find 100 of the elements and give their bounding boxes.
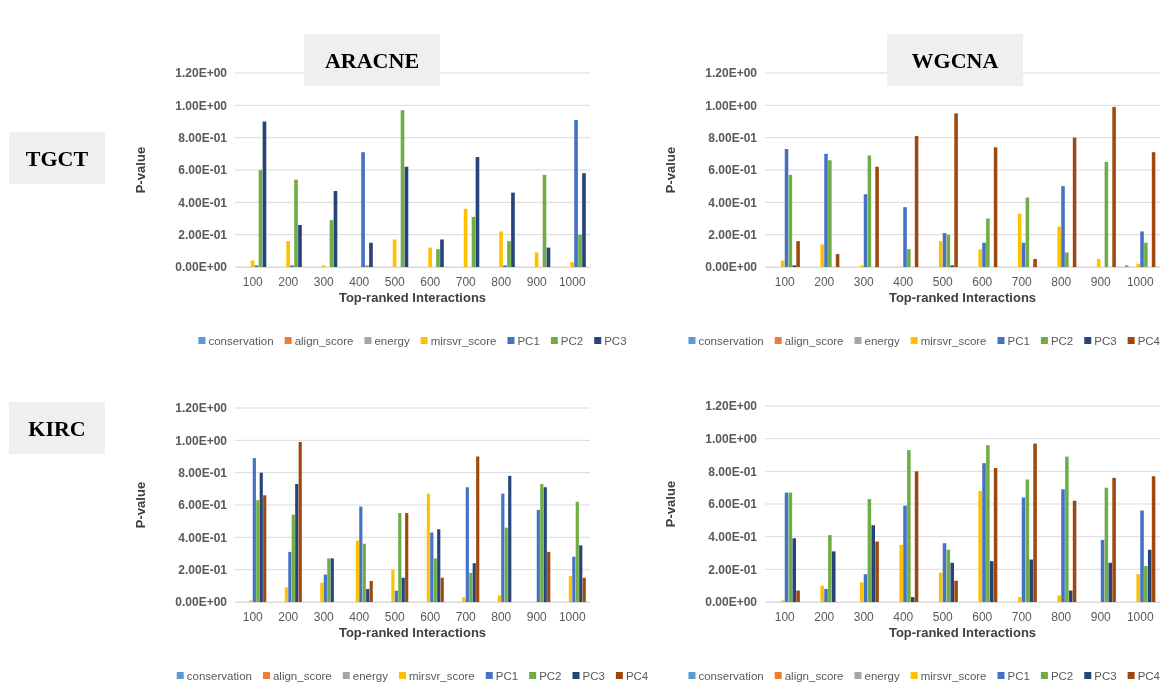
- legend-label: conservation: [208, 335, 274, 347]
- bar: [428, 247, 432, 267]
- y-tick-label: 6.00E-01: [178, 163, 228, 178]
- bar: [907, 249, 911, 267]
- legend-label: PC1: [1007, 335, 1030, 347]
- x-tick-label: 100: [242, 274, 264, 289]
- x-tick-label: 200: [814, 609, 835, 624]
- bar: [986, 218, 990, 267]
- x-axis-title: Top-ranked Interactions: [338, 290, 487, 305]
- bar: [796, 590, 800, 602]
- legend-label: energy: [352, 670, 389, 682]
- x-tick-label: 400: [893, 609, 914, 624]
- x-tick-label: 600: [420, 274, 441, 289]
- y-axis-title: P-value: [133, 146, 148, 194]
- y-tick-label: 0.00E+00: [705, 260, 758, 275]
- bar: [401, 577, 405, 602]
- bar: [820, 585, 824, 602]
- bar: [540, 483, 544, 602]
- bar: [578, 234, 582, 267]
- y-tick-label: 1.20E+00: [705, 399, 758, 414]
- x-axis-title: Top-ranked Interactions: [888, 625, 1037, 640]
- legend-label: mirsvr_score: [408, 670, 475, 682]
- y-axis-title: P-value: [133, 481, 148, 529]
- bar: [796, 241, 800, 267]
- bar: [1065, 456, 1069, 602]
- legend-label: PC2: [539, 670, 562, 682]
- bar: [323, 574, 327, 602]
- x-tick-label: 700: [1011, 274, 1033, 289]
- bar: [394, 590, 398, 602]
- bar: [1061, 186, 1065, 267]
- legend-label: PC1: [495, 670, 519, 682]
- x-tick-label: 500: [932, 274, 954, 289]
- x-tick-label: 200: [278, 274, 299, 289]
- legend-label: conservation: [186, 670, 252, 682]
- x-tick-label: 100: [242, 609, 264, 624]
- bar: [426, 493, 430, 602]
- x-tick-label: 600: [972, 609, 993, 624]
- bar: [369, 580, 373, 602]
- y-axis-title: P-value: [663, 480, 678, 528]
- x-tick-label: 500: [932, 609, 954, 624]
- bar: [572, 556, 576, 602]
- bar: [499, 231, 503, 267]
- bar: [954, 580, 958, 602]
- bar: [828, 160, 832, 267]
- bar: [398, 513, 402, 602]
- x-tick-label: 1000: [1126, 274, 1154, 289]
- bar: [359, 506, 363, 602]
- bar: [579, 545, 583, 602]
- bar: [256, 500, 260, 602]
- x-tick-label: 500: [384, 609, 406, 624]
- x-tick-label: 200: [814, 274, 835, 289]
- y-tick-label: 0.00E+00: [175, 260, 228, 275]
- bar: [1057, 226, 1061, 267]
- bar: [298, 441, 302, 602]
- x-tick-label: 900: [526, 609, 548, 624]
- bar: [871, 525, 875, 602]
- x-tick-label: 800: [491, 274, 512, 289]
- legend-label: PC4: [1137, 335, 1161, 347]
- x-tick-label: 800: [1051, 274, 1072, 289]
- bar: [536, 509, 540, 602]
- x-tick-label: 400: [893, 274, 914, 289]
- bar: [910, 597, 915, 602]
- x-tick-label: 700: [1011, 609, 1033, 624]
- y-tick-label: 2.00E-01: [178, 563, 228, 578]
- y-tick-label: 1.00E+00: [175, 433, 228, 448]
- bar: [1033, 258, 1037, 267]
- x-tick-label: 600: [420, 609, 441, 624]
- y-tick-label: 6.00E-01: [178, 498, 228, 513]
- bar: [405, 513, 409, 602]
- y-tick-label: 0.00E+00: [175, 595, 228, 610]
- bar: [508, 475, 512, 602]
- bar: [575, 501, 579, 602]
- bar: [436, 249, 440, 267]
- bar: [831, 551, 836, 602]
- bar: [472, 563, 476, 602]
- legend-label: PC2: [560, 335, 584, 347]
- legend-label: mirsvr_score: [920, 335, 987, 347]
- bar: [1061, 489, 1065, 602]
- y-tick-label: 6.00E-01: [708, 497, 758, 512]
- bar: [1144, 242, 1148, 267]
- legend-label: align_score: [294, 335, 354, 347]
- legend-label: PC3: [1094, 670, 1117, 682]
- y-axis-title: P-value: [663, 146, 678, 194]
- y-tick-label: 4.00E-01: [178, 195, 228, 210]
- bar: [501, 493, 505, 602]
- legend-label: align_score: [272, 670, 332, 682]
- x-axis-title: Top-ranked Interactions: [338, 625, 487, 640]
- y-tick-label: 2.00E-01: [708, 228, 758, 243]
- bar: [982, 242, 986, 267]
- chart-title: WGCNA: [911, 48, 999, 73]
- x-tick-label: 700: [455, 609, 477, 624]
- legend-label: PC2: [1050, 335, 1074, 347]
- bar: [903, 505, 907, 602]
- y-tick-label: 1.00E+00: [705, 432, 758, 447]
- text: KIRC: [28, 416, 86, 441]
- y-tick-label: 8.00E-01: [708, 464, 758, 479]
- y-tick-label: 1.00E+00: [705, 98, 758, 113]
- chart-title: ARACNE: [324, 48, 420, 73]
- bar: [469, 572, 473, 602]
- bar: [361, 152, 365, 267]
